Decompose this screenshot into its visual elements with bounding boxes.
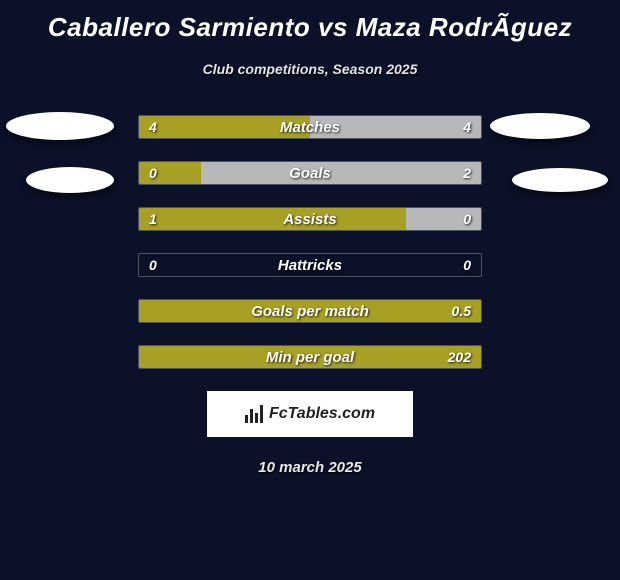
comparison-chart: 44Matches 02Goals 10Assists 0 0Hattricks 0.5G… [0, 115, 620, 369]
bar-left-fill [139, 208, 406, 230]
stat-row: 10Assists [138, 207, 482, 231]
player-marker [6, 112, 114, 140]
stat-row: 0.5Goals per match [138, 299, 482, 323]
logo-text: FcTables.com [269, 405, 375, 423]
player-marker [512, 168, 608, 192]
stat-row: 202Min per goal [138, 345, 482, 369]
bar-right-fill [201, 162, 481, 184]
page-subtitle: Club competitions, Season 2025 [0, 61, 620, 77]
bar-left-fill [139, 300, 481, 322]
stat-value-right: 0 [463, 254, 471, 276]
stat-value-left: 0 [149, 254, 157, 276]
bar-right-fill [310, 116, 481, 138]
stat-row: 0 0Hattricks [138, 253, 482, 277]
player-marker [490, 113, 590, 139]
page-title: Caballero Sarmiento vs Maza RodrÃ­guez [0, 0, 620, 43]
date-line: 10 march 2025 [0, 459, 620, 476]
bar-left-fill [139, 346, 481, 368]
stat-row: 02Goals [138, 161, 482, 185]
player-marker [26, 167, 114, 193]
bar-right-fill [406, 208, 481, 230]
bar-left-fill [139, 162, 201, 184]
fctables-logo: FcTables.com [207, 391, 413, 437]
logo-bars-icon [245, 405, 263, 423]
bar-left-fill [139, 116, 310, 138]
stat-label: Hattricks [139, 254, 481, 276]
stat-row: 44Matches [138, 115, 482, 139]
